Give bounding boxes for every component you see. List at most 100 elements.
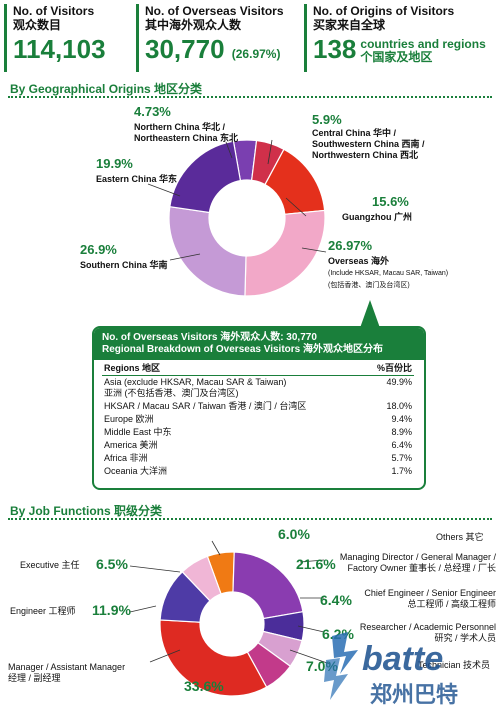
table-cell: Middle East 中东 <box>104 427 172 437</box>
slice-label-2: 总工程师 / 高级工程师 <box>407 599 496 609</box>
table-row: Middle East 中东 8.9% <box>102 426 414 439</box>
slice-label: Chief Engineer / Senior Engineer 总工程师 / 高… <box>356 588 496 610</box>
table-row: Europe 欧洲 9.4% <box>102 413 414 426</box>
column-header: %百份比 <box>340 362 414 376</box>
slice-label-1: Chief Engineer / Senior Engineer <box>364 588 496 598</box>
slice-label: Executive 主任 <box>20 560 80 570</box>
table-row: Oceania 大洋洲 1.7% <box>102 465 414 478</box>
donut-job <box>159 551 305 697</box>
table-cell: 8.9% <box>391 427 412 437</box>
section-title-geo: By Geographical Origins 地区分类 <box>10 82 203 96</box>
slice-label-3: (包括香港、澳门及台湾区) <box>328 282 410 289</box>
stat-percent: (26.97%) <box>231 47 281 61</box>
table-cell: Europe 欧洲 <box>104 414 154 424</box>
stat-value: 30,770 (26.97%) <box>145 34 296 69</box>
slice-label-2: 研究 / 学术人员 <box>434 633 496 643</box>
slice-label-2: Southwestern China 西南 / <box>312 139 425 149</box>
table-row: Asia (exclude HKSAR, Macau SAR & Taiwan)… <box>102 376 414 401</box>
slice-label-3: Northwestern China 西北 <box>312 150 419 160</box>
section-divider <box>8 518 492 520</box>
donut-geo <box>168 139 326 297</box>
table-cell: 6.4% <box>391 440 412 450</box>
slice-label: Researcher / Academic Personnel 研究 / 学术人员 <box>350 622 496 644</box>
slice-label-1: Northern China 华北 / <box>134 122 226 132</box>
slice-label-2: 经理 / 副经理 <box>8 673 61 683</box>
slice-label-2: Factory Owner 董事长 / 总经理 / 厂长 <box>347 563 496 573</box>
table-row: HKSAR / Macau SAR / Taiwan 香港 / 澳门 / 台湾区… <box>102 400 414 413</box>
slice-value: 4.73% <box>134 104 171 119</box>
stat-suffix-cn: 个国家及地区 <box>360 50 433 65</box>
slice-label: Managing Director / General Manager / Fac… <box>334 552 496 574</box>
stat-origins: No. of Origins of Visitors 买家来自全球 138 cou… <box>304 4 496 72</box>
column-header: Regions 地区 <box>102 362 340 376</box>
stat-value: 114,103 <box>13 34 106 64</box>
table-cell: 9.4% <box>391 414 412 424</box>
slice-label: Engineer 工程师 <box>10 606 76 616</box>
slice-label: Eastern China 华东 <box>96 174 178 184</box>
table-cell: Oceania 大洋洲 <box>104 466 168 476</box>
table-row: Africa 非洲 5.7% <box>102 452 414 465</box>
donut-slice <box>232 551 304 620</box>
slice-label: Technician 技术员 <box>418 660 491 670</box>
table-cell: 5.7% <box>391 453 412 463</box>
stat-label-en: No. of Overseas Visitors <box>145 4 284 18</box>
slice-value: 26.97% <box>328 238 373 253</box>
slice-label-1: Researcher / Academic Personnel <box>359 622 496 632</box>
stat-label-cn: 其中海外观众人数 <box>145 18 242 32</box>
stat-label-cn: 观众数目 <box>13 18 62 32</box>
cell-text: Asia (exclude HKSAR, Macau SAR & Taiwan) <box>104 377 287 387</box>
slice-value: 33.6% <box>184 678 224 694</box>
table-cell: America 美洲 <box>104 440 158 450</box>
slice-label: Central China 华中 / Southwestern China 西南 … <box>312 128 425 161</box>
slice-value: 26.9% <box>80 242 117 257</box>
stat-suffix: countries and regions 个国家及地区 <box>360 38 485 64</box>
table-cell: Asia (exclude HKSAR, Macau SAR & Taiwan)… <box>102 376 340 401</box>
table-cell: 49.9% <box>386 377 412 387</box>
section-divider <box>8 96 492 98</box>
stat-number: 138 <box>313 34 357 64</box>
table-header: No. of Overseas Visitors 海外观众人数: 30,770 R… <box>94 328 424 360</box>
donut-slice <box>168 205 247 297</box>
donut-slice <box>159 619 268 697</box>
table-column-header: Regions 地区 %百份比 <box>102 362 414 376</box>
table-cell: HKSAR / Macau SAR / Taiwan 香港 / 澳门 / 台湾区 <box>104 401 307 411</box>
donut-slice <box>244 209 326 297</box>
leader-lines-geo <box>129 139 331 665</box>
slice-value: 6.5% <box>96 556 128 572</box>
slice-value: 5.9% <box>312 112 342 127</box>
donut-slice <box>181 555 222 602</box>
table-cell: 1.7% <box>391 466 412 476</box>
table-cell: Africa 非洲 <box>104 453 148 463</box>
slice-label: Overseas 海外 (Include HKSAR, Macau SAR, Ta… <box>328 256 448 291</box>
slice-value: 19.9% <box>96 156 133 171</box>
slice-label: Manager / Assistant Manager 经理 / 副经理 <box>8 662 125 684</box>
slice-label-2: (Include HKSAR, Macau SAR, Taiwan) <box>328 270 449 277</box>
svg-text:batte: batte <box>362 640 443 678</box>
table-header-1: No. of Overseas Visitors 海外观众人数: 30,770 <box>102 332 317 343</box>
slice-value: 21.6% <box>296 556 336 572</box>
slice-label-1: Manager / Assistant Manager <box>8 662 126 672</box>
slice-label: Southern China 华南 <box>80 260 168 270</box>
table-row: America 美洲 6.4% <box>102 439 414 452</box>
stat-label-en: No. of Visitors <box>13 4 95 18</box>
stat-label-cn: 买家来自全球 <box>313 18 386 32</box>
batte-logo: batte 郑州巴特 <box>324 632 458 708</box>
stat-label-en: No. of Origins of Visitors <box>313 4 455 18</box>
table-body: Regions 地区 %百份比 Asia (exclude HKSAR, Mac… <box>102 362 414 478</box>
slice-label-1: Overseas 海外 <box>328 256 390 266</box>
overseas-table: No. of Overseas Visitors 海外观众人数: 30,770 R… <box>92 326 426 490</box>
table-cell: 18.0% <box>386 401 412 411</box>
slice-label: Guangzhou 广州 <box>342 212 412 222</box>
slice-label-1: Managing Director / General Manager / <box>339 552 496 562</box>
slice-label: Northern China 华北 / Northeastern China 东北 <box>134 122 238 144</box>
cell-text: 亚洲 (不包括香港、澳门及台湾区) <box>104 388 239 398</box>
slice-label-2: Northeastern China 东北 <box>134 133 239 143</box>
slice-value: 11.9% <box>92 602 131 618</box>
donut-slice <box>169 140 242 214</box>
slice-value: 6.0% <box>278 526 310 542</box>
stat-number: 30,770 <box>145 34 225 64</box>
stat-value: 138 countries and regions 个国家及地区 <box>313 34 496 64</box>
slice-label-1: Central China 华中 / <box>312 128 397 138</box>
